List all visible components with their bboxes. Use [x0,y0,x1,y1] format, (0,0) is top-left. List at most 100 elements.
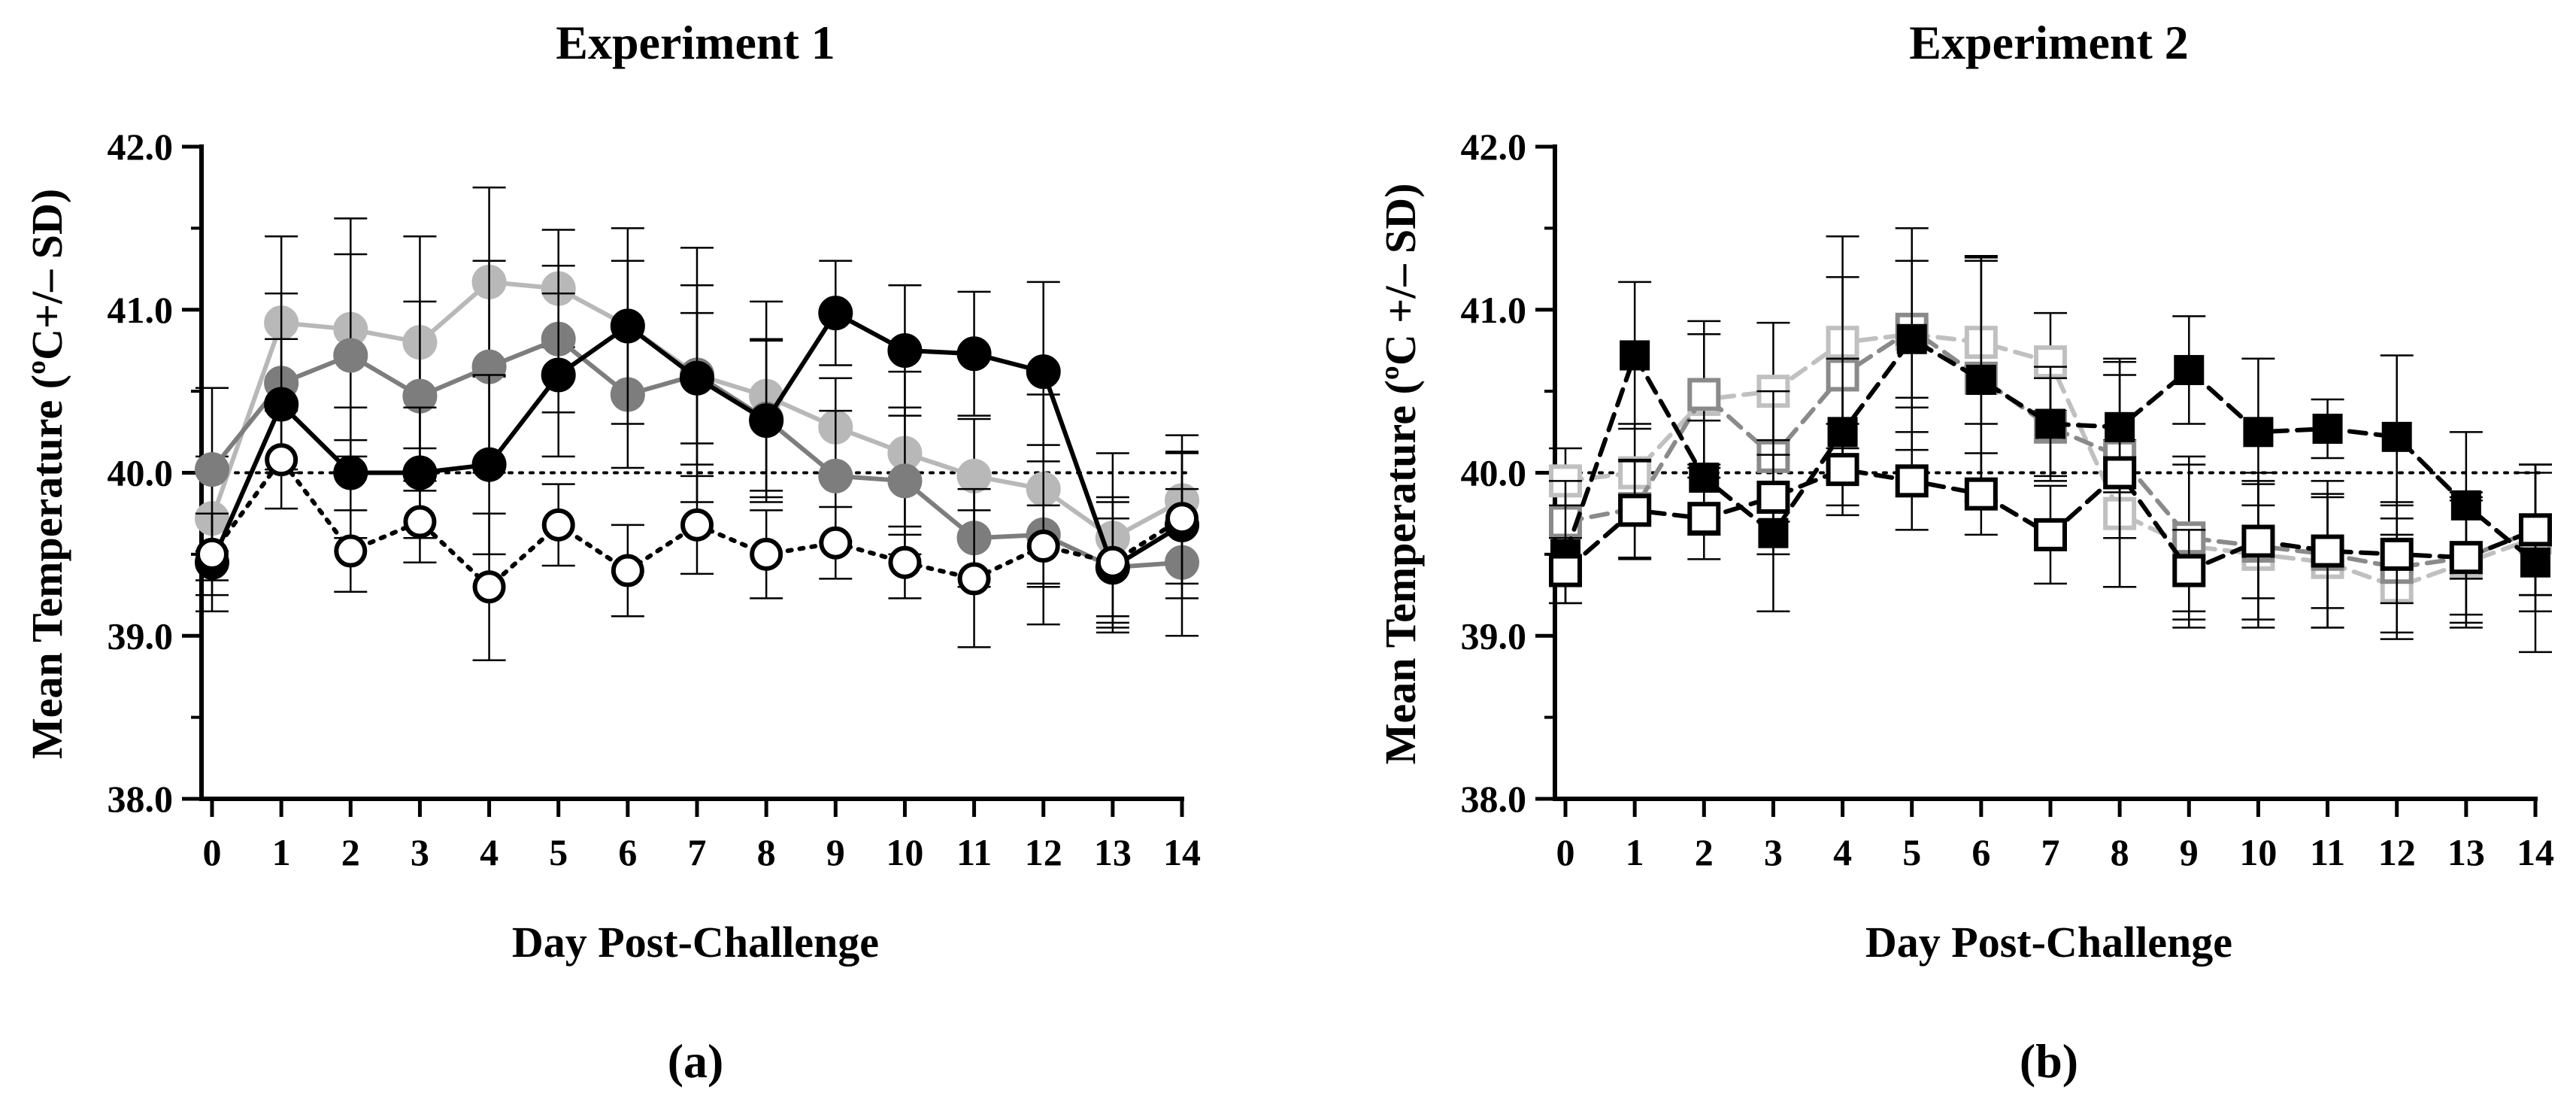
data-point [1620,340,1650,371]
x-tick-label: 14 [2517,831,2554,873]
data-point [2381,421,2412,452]
panel-label: (b) [2020,1034,2078,1088]
data-point [541,357,576,393]
chart-title: Experiment 2 [1909,16,2189,69]
x-tick-label: 5 [549,831,568,873]
x-tick-label: 3 [1764,831,1783,873]
data-point [265,443,299,477]
data-point [956,336,992,372]
x-tick-label: 13 [2447,831,2485,873]
data-point [333,338,368,373]
x-tick-label: 1 [1626,831,1644,873]
data-point [1895,464,1929,498]
data-point [333,455,368,490]
data-point [541,508,575,542]
data-point [1165,502,1199,536]
data-point [2519,513,2552,547]
x-tick-label: 7 [2041,831,2060,873]
x-tick-label: 11 [2310,831,2345,873]
data-point [749,403,784,439]
data-point [2449,541,2483,575]
data-point [818,296,853,331]
y-tick-label: 38.0 [1461,778,1527,820]
x-axis-label: Day Post-Challenge [1865,918,2232,967]
x-axis-label: Day Post-Challenge [512,918,879,967]
data-point [680,508,714,542]
x-tick-label: 9 [826,831,845,873]
x-tick-label: 8 [2111,831,2129,873]
x-tick-label: 6 [1971,831,1990,873]
data-point [1687,378,1721,411]
data-point [818,458,853,493]
y-tick-label: 42.0 [108,126,174,168]
data-point [195,452,229,487]
data-point [195,537,229,571]
x-tick-label: 14 [1163,831,1201,873]
data-point [1026,530,1060,563]
y-tick-label: 40.0 [1461,452,1527,494]
y-tick-label: 42.0 [1461,126,1527,168]
x-tick-label: 11 [956,831,992,873]
y-axis-label: Mean Temperature (ºC +/– SD) [1376,184,1425,765]
x-tick-label: 5 [1902,831,1921,873]
data-point [957,562,991,596]
data-point [611,554,644,587]
data-point [1687,502,1721,536]
y-tick-label: 40.0 [108,452,174,494]
chart-title: Experiment 1 [556,16,835,69]
data-point [956,458,992,493]
data-point [680,360,714,396]
series-4 [195,409,1199,662]
data-point [1896,323,1927,354]
data-point [2103,456,2137,490]
data-point [1026,354,1061,390]
data-point [2035,408,2065,439]
x-tick-label: 13 [1094,831,1132,873]
y-tick-label: 38.0 [108,778,174,820]
data-point [2174,354,2205,385]
data-point [887,332,923,368]
x-tick-label: 7 [688,831,707,873]
x-tick-label: 2 [1695,831,1714,873]
x-tick-label: 9 [2180,831,2199,873]
x-tick-label: 0 [1556,831,1575,873]
data-point [472,570,506,604]
data-point [2380,537,2414,571]
data-point [2034,518,2067,551]
data-point [471,447,507,482]
data-point [2241,524,2275,558]
y-tick-label: 39.0 [1461,615,1527,657]
data-point [888,545,922,579]
data-point [334,534,368,568]
data-point [1618,493,1652,527]
x-tick-label: 2 [341,831,360,873]
x-tick-label: 0 [203,831,222,873]
x-tick-label: 12 [1025,831,1062,873]
data-point [1965,364,1996,395]
data-point [1549,554,1582,587]
chart-panel-experiment-2: Experiment 2 Mean Temperature (ºC +/– SD… [1376,16,2554,1088]
data-point [750,537,783,571]
data-point [1964,477,1998,511]
series-4 [1549,357,2552,624]
x-tick-label: 12 [2378,831,2416,873]
x-tick-label: 4 [1833,831,1852,873]
data-point [2311,534,2344,568]
data-point [2243,417,2274,448]
data-point [403,505,437,539]
series-2 [195,253,1199,637]
chart-panel-experiment-1: Experiment 1 Mean Temperature (ºC+/– SD)… [23,16,1201,1088]
x-tick-label: 8 [757,831,776,873]
panel-label: (a) [668,1034,724,1088]
data-point [887,463,923,499]
x-tick-label: 10 [2239,831,2277,873]
data-point [1756,481,1790,515]
x-tick-label: 6 [618,831,637,873]
series-3 [195,227,1199,634]
y-tick-label: 41.0 [108,289,174,331]
data-point [1826,453,1859,487]
x-tick-label: 3 [411,831,429,873]
y-tick-label: 39.0 [108,615,174,657]
x-tick-label: 10 [886,831,923,873]
